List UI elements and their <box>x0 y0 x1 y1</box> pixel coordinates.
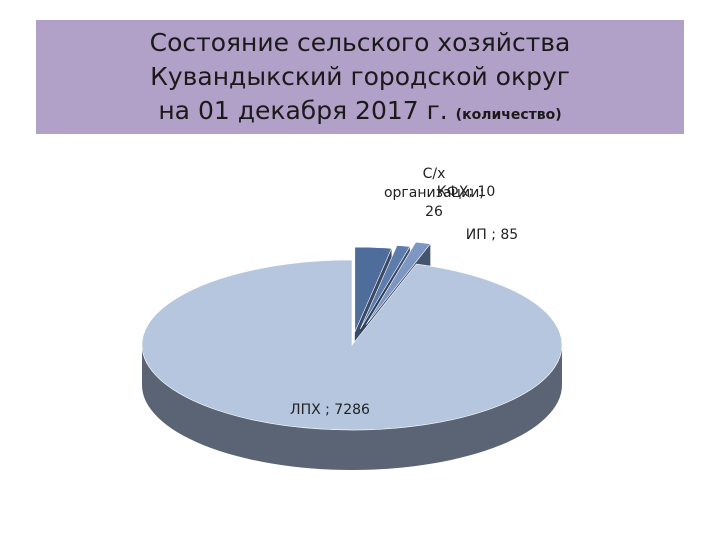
pie-slice-side <box>142 345 562 470</box>
title-date: на 01 декабря 2017 г. <box>158 96 448 125</box>
pie-slice <box>354 246 393 333</box>
data-label: организации; <box>384 185 484 201</box>
data-label: ИП ; 85 <box>466 227 518 243</box>
data-label: КФХ; 10 <box>437 184 496 200</box>
pie-slice <box>365 241 431 325</box>
pie-slice <box>359 245 411 330</box>
data-label: С/х <box>423 166 446 182</box>
pie-slice <box>141 259 563 431</box>
title-line-3: на 01 декабря 2017 г. (количество) <box>36 94 684 132</box>
data-label: 26 <box>425 204 443 220</box>
chart-title: Состояние сельского хозяйства Кувандыкск… <box>36 26 684 132</box>
title-band: Состояние сельского хозяйства Кувандыкск… <box>36 20 684 134</box>
title-line-1: Состояние сельского хозяйства <box>149 28 571 57</box>
title-note: (количество) <box>455 107 562 123</box>
title-line-2: Кувандыкский городской округ <box>150 62 570 91</box>
data-label: ЛПХ ; 7286 <box>290 402 370 418</box>
